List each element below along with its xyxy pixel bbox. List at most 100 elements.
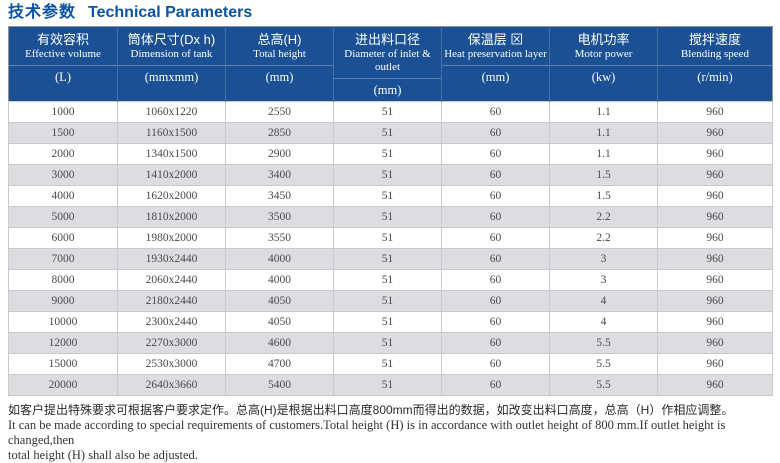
table-cell: 1.1 — [549, 143, 658, 165]
table-cell: 51 — [333, 122, 442, 144]
table-cell: 4000 — [8, 185, 118, 207]
table-cell: 5.5 — [549, 332, 658, 354]
table-cell: 60 — [441, 311, 550, 333]
table-cell: 51 — [333, 227, 442, 249]
column-header-en: Blending speed — [680, 48, 750, 60]
table-body: 1000 1060x1220 2550 51 60 1.1 960 1500 1160x1500… — [8, 101, 773, 396]
table-cell: 1930x2440 — [117, 248, 226, 270]
table-cell: 51 — [333, 164, 442, 186]
column-header-unit: (L) — [9, 65, 117, 88]
column-header-6: 搅拌速度 Blending speed (r/min) — [657, 26, 773, 102]
table-cell: 2.2 — [549, 206, 658, 228]
table-cell: 960 — [657, 164, 773, 186]
column-header-en: Motor power — [574, 48, 633, 60]
table-cell: 3000 — [8, 164, 118, 186]
table-cell: 51 — [333, 206, 442, 228]
column-header-zh: 有效容积 — [36, 32, 89, 47]
footnote-en-line2: total height (H) shall also be adjusted. — [8, 448, 198, 462]
table-cell: 60 — [441, 269, 550, 291]
table-row: 20000 2640x3660 5400 51 60 5.5 960 — [8, 374, 773, 396]
table-cell: 960 — [657, 185, 773, 207]
page-title-en: Technical Parameters — [88, 4, 253, 21]
table-cell: 960 — [657, 143, 773, 165]
table-cell: 4000 — [225, 269, 334, 291]
table-cell: 60 — [441, 185, 550, 207]
table-cell: 2640x3660 — [117, 374, 226, 396]
table-cell: 2300x2440 — [117, 311, 226, 333]
table-cell: 60 — [441, 122, 550, 144]
column-header-unit: (mm) — [442, 65, 549, 88]
column-header-en: Dimension of tank — [130, 48, 213, 60]
table-cell: 12000 — [8, 332, 118, 354]
table-row: 6000 1980x2000 3550 51 60 2.2 960 — [8, 227, 773, 249]
table-cell: 1340x1500 — [117, 143, 226, 165]
table-cell: 60 — [441, 206, 550, 228]
table-cell: 7000 — [8, 248, 118, 270]
table-header-row: 有效容积 Effective volume (L) 筒体尺寸(Dx h) Dimensi… — [8, 26, 773, 102]
table-cell: 1060x1220 — [117, 101, 226, 123]
table-cell: 1.1 — [549, 122, 658, 144]
table-cell: 2900 — [225, 143, 334, 165]
column-header-0: 有效容积 Effective volume (L) — [8, 26, 118, 102]
column-header-en: Heat preservation layer — [444, 48, 547, 60]
table-row: 2000 1340x1500 2900 51 60 1.1 960 — [8, 143, 773, 165]
table-cell: 51 — [333, 332, 442, 354]
footnote-zh: 如客户提出特殊要求可根据客户要求定作。总高(H)是根据出料口高度800mm而得出… — [8, 403, 734, 417]
table-cell: 960 — [657, 269, 773, 291]
table-cell: 3400 — [225, 164, 334, 186]
table-cell: 60 — [441, 290, 550, 312]
page-title: 技术参数 Technical Parameters — [8, 2, 772, 24]
table-cell: 51 — [333, 353, 442, 375]
table-cell: 2850 — [225, 122, 334, 144]
table-cell: 60 — [441, 353, 550, 375]
table-cell: 1980x2000 — [117, 227, 226, 249]
column-header-en: Total height — [253, 48, 306, 60]
table-cell: 3 — [549, 248, 658, 270]
page-title-zh: 技术参数 — [8, 4, 77, 21]
footnote-en-line1: It can be made according to special requ… — [8, 418, 726, 447]
column-header-unit: (r/min) — [658, 65, 772, 88]
column-header-3: 进出料口径 Diameter of inlet & outlet (mm) — [333, 26, 442, 102]
table-row: 9000 2180x2440 4050 51 60 4 960 — [8, 290, 773, 312]
table-cell: 60 — [441, 227, 550, 249]
table-cell: 960 — [657, 206, 773, 228]
table-cell: 8000 — [8, 269, 118, 291]
table-cell: 960 — [657, 122, 773, 144]
table-cell: 1810x2000 — [117, 206, 226, 228]
table-cell: 4000 — [225, 248, 334, 270]
table-cell: 5.5 — [549, 374, 658, 396]
column-header-zh: 进出料口径 — [354, 32, 420, 47]
table-cell: 1.1 — [549, 101, 658, 123]
table-cell: 4 — [549, 290, 658, 312]
table-cell: 51 — [333, 374, 442, 396]
table-cell: 1500 — [8, 122, 118, 144]
parameters-table: 有效容积 Effective volume (L) 筒体尺寸(Dx h) Dimensi… — [8, 26, 773, 396]
table-row: 12000 2270x3000 4600 51 60 5.5 960 — [8, 332, 773, 354]
table-cell: 20000 — [8, 374, 118, 396]
table-row: 3000 1410x2000 3400 51 60 1.5 960 — [8, 164, 773, 186]
table-cell: 1.5 — [549, 185, 658, 207]
table-cell: 960 — [657, 353, 773, 375]
table-cell: 4050 — [225, 311, 334, 333]
table-cell: 51 — [333, 143, 442, 165]
column-header-zh: 保温层 ⊠ — [467, 32, 524, 47]
table-cell: 2550 — [225, 101, 334, 123]
table-cell: 1.5 — [549, 164, 658, 186]
table-cell: 3500 — [225, 206, 334, 228]
table-cell: 51 — [333, 311, 442, 333]
table-row: 10000 2300x2440 4050 51 60 4 960 — [8, 311, 773, 333]
table-cell: 1160x1500 — [117, 122, 226, 144]
column-header-5: 电机功率 Motor power (kw) — [549, 26, 658, 102]
table-cell: 4700 — [225, 353, 334, 375]
table-cell: 60 — [441, 332, 550, 354]
table-cell: 1410x2000 — [117, 164, 226, 186]
column-header-1: 筒体尺寸(Dx h) Dimension of tank (mmxmm) — [117, 26, 226, 102]
table-cell: 960 — [657, 227, 773, 249]
column-header-4: 保温层 ⊠ Heat preservation layer (mm) — [441, 26, 550, 102]
table-cell: 2270x3000 — [117, 332, 226, 354]
table-cell: 51 — [333, 101, 442, 123]
table-cell: 4600 — [225, 332, 334, 354]
table-cell: 60 — [441, 164, 550, 186]
table-cell: 2530x3000 — [117, 353, 226, 375]
